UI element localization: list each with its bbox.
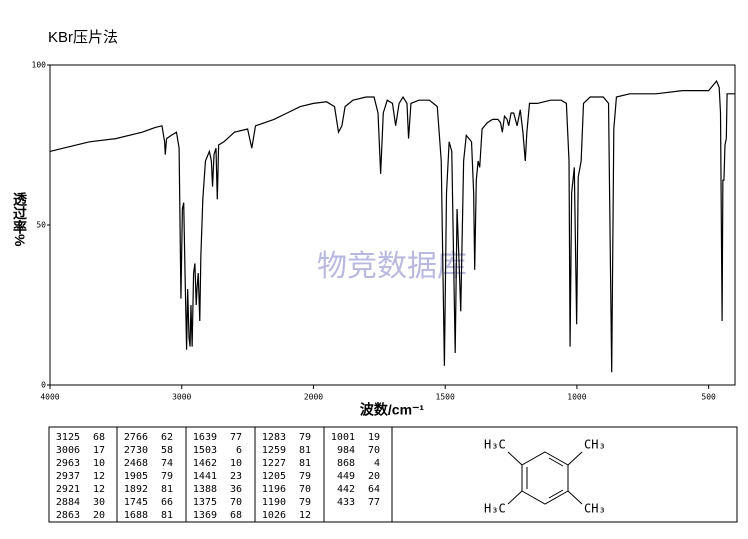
peak-wavenumber: 1503 [193,445,217,456]
peak-wavenumber: 2730 [124,445,148,456]
structure-label: CH₃ [584,438,606,452]
peak-wavenumber: 1639 [193,432,217,443]
peak-wavenumber: 2468 [124,458,148,469]
peak-wavenumber: 433 [337,497,355,508]
peak-intensity: 6 [236,445,242,456]
peak-intensity: 77 [368,497,380,508]
peak-wavenumber: 3006 [56,445,80,456]
peak-intensity: 10 [93,458,105,469]
peak-wavenumber: 1688 [124,510,148,521]
peak-intensity: 4 [374,458,380,469]
peak-intensity: 12 [93,484,105,495]
structure-label: H₃C [484,438,506,452]
peak-intensity: 19 [368,432,380,443]
peak-wavenumber: 1462 [193,458,217,469]
plot-frame [49,64,736,386]
peak-intensity: 36 [230,484,242,495]
structure-label: H₃C [484,502,506,516]
peak-wavenumber: 1259 [262,445,286,456]
y-tick-label: 100 [32,61,47,70]
peak-intensity: 17 [93,445,105,456]
x-axis-label: 波数/cm⁻¹ [360,402,425,418]
peak-intensity: 12 [93,471,105,482]
peak-wavenumber: 2766 [124,432,148,443]
peak-intensity: 79 [299,497,311,508]
peak-intensity: 20 [93,510,105,521]
peak-wavenumber: 2863 [56,510,80,521]
peak-wavenumber: 1283 [262,432,286,443]
peak-wavenumber: 2937 [56,471,80,482]
peak-intensity: 81 [161,510,173,521]
peak-wavenumber: 984 [337,445,355,456]
peak-intensity: 66 [161,497,173,508]
peak-intensity: 79 [299,471,311,482]
x-tick-label: 1000 [567,393,586,402]
peak-intensity: 64 [368,484,380,495]
peak-intensity: 30 [93,497,105,508]
peak-intensity: 70 [230,497,242,508]
x-tick-label: 4000 [40,393,59,402]
structure-bonds [507,451,583,505]
peak-intensity: 70 [299,484,311,495]
peak-intensity: 62 [161,432,173,443]
peak-intensity: 74 [161,458,173,469]
y-tick-label: 0 [41,381,46,390]
peak-wavenumber: 1375 [193,497,217,508]
peak-intensity: 12 [299,510,311,521]
peak-intensity: 70 [368,445,380,456]
table-frame [48,426,738,523]
y-axis-label: 透过率% [12,192,28,247]
y-tick-label: 50 [36,221,46,230]
peak-intensity: 68 [230,510,242,521]
peak-wavenumber: 2963 [56,458,80,469]
peak-wavenumber: 1369 [193,510,217,521]
peak-wavenumber: 868 [337,458,355,469]
peak-intensity: 77 [230,432,242,443]
peak-wavenumber: 1190 [262,497,286,508]
peak-wavenumber: 2884 [56,497,80,508]
peak-intensity: 20 [368,471,380,482]
peak-wavenumber: 1441 [193,471,217,482]
structure-label: CH₃ [584,502,606,516]
x-tick-label: 1500 [436,393,455,402]
chart-title: KBr压片法 [48,29,118,46]
x-tick-label: 500 [701,393,716,402]
x-tick-label: 2000 [304,393,323,402]
peak-wavenumber: 1745 [124,497,148,508]
peak-intensity: 81 [299,445,311,456]
peak-wavenumber: 442 [337,484,355,495]
peak-wavenumber: 449 [337,471,355,482]
peak-wavenumber: 1892 [124,484,148,495]
peak-wavenumber: 1388 [193,484,217,495]
spectrum-line [49,79,735,373]
table-dividers [116,427,393,522]
peak-wavenumber: 1227 [262,458,286,469]
peak-intensity: 68 [93,432,105,443]
peak-intensity: 10 [230,458,242,469]
peak-intensity: 79 [299,432,311,443]
peak-intensity: 81 [161,484,173,495]
peak-intensity: 23 [230,471,242,482]
peak-wavenumber: 2921 [56,484,80,495]
peak-wavenumber: 1026 [262,510,286,521]
x-tick-label: 3000 [172,393,191,402]
peak-wavenumber: 1905 [124,471,148,482]
peak-intensity: 79 [161,471,173,482]
peak-wavenumber: 1205 [262,471,286,482]
peak-intensity: 81 [299,458,311,469]
peak-wavenumber: 1001 [331,432,355,443]
peak-wavenumber: 3125 [56,432,80,443]
watermark: 物竞数据库 [317,250,467,283]
peak-intensity: 58 [161,445,173,456]
peak-wavenumber: 1196 [262,484,286,495]
